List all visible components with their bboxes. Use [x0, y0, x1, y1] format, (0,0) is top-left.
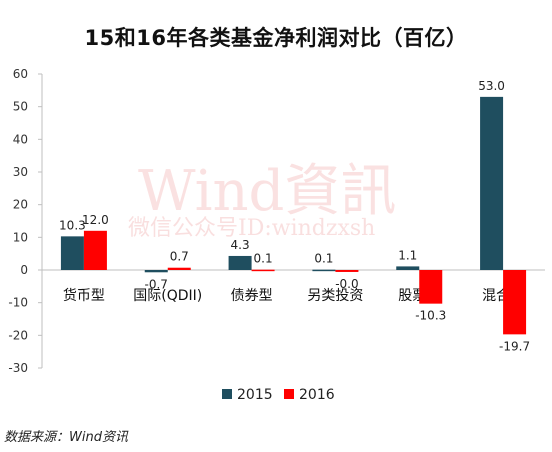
watermark-logo: Wind資訊	[138, 159, 397, 224]
y-tick-label: 40	[13, 132, 28, 146]
data-label: -0.7	[145, 277, 168, 291]
data-label: 53.0	[478, 79, 505, 93]
legend-label: 2016	[299, 387, 335, 403]
y-tick-label: 0	[20, 263, 28, 277]
data-label: -19.7	[499, 339, 530, 353]
y-tick-label: 60	[13, 67, 28, 81]
bar-2015-0	[60, 236, 84, 270]
bar-2015-2	[228, 255, 252, 270]
data-label: 12.0	[82, 213, 109, 227]
bar-2016-3	[335, 270, 359, 272]
x-tick-label: 货币型	[63, 287, 105, 304]
data-label: 10.3	[59, 218, 86, 232]
y-tick-label: -10	[8, 296, 28, 310]
y-tick-label: 10	[13, 230, 28, 244]
x-tick-label: 另类投资	[307, 288, 363, 304]
y-tick-label: -30	[8, 361, 28, 375]
bar-2015-4	[396, 266, 420, 270]
bar-2016-1	[167, 267, 191, 270]
data-label: 0.1	[254, 252, 273, 266]
data-label: -0.0	[335, 277, 358, 291]
legend-swatch-2016	[284, 389, 294, 399]
bar-2016-0	[83, 230, 107, 270]
bar-2015-5	[480, 96, 504, 270]
x-tick-label: 债券型	[231, 288, 273, 304]
bar-2016-4	[419, 270, 443, 304]
data-label: 0.1	[314, 252, 333, 266]
bar-2015-3	[312, 269, 336, 272]
chart-title: 15和16年各类基金净利润对比（百亿）	[84, 26, 468, 50]
y-tick-label: -20	[8, 328, 28, 342]
source-note: 数据来源：Wind资讯	[4, 430, 128, 445]
watermark-id: 微信公众号ID:windzxsh	[128, 216, 376, 241]
legend-label: 2015	[237, 387, 273, 403]
y-tick-label: 30	[13, 165, 28, 179]
x-tick-label: 国际(QDII)	[133, 288, 202, 304]
data-label: 0.7	[170, 250, 189, 264]
data-label: 1.1	[398, 248, 417, 262]
bar-2016-5	[503, 270, 527, 335]
bar-2015-1	[144, 270, 168, 273]
legend-swatch-2015	[222, 389, 232, 399]
y-tick-label: 50	[13, 100, 28, 114]
y-tick-label: 20	[13, 198, 28, 212]
data-label: 4.3	[231, 238, 250, 252]
data-label: -10.3	[415, 309, 446, 323]
bar-2016-2	[251, 269, 275, 272]
